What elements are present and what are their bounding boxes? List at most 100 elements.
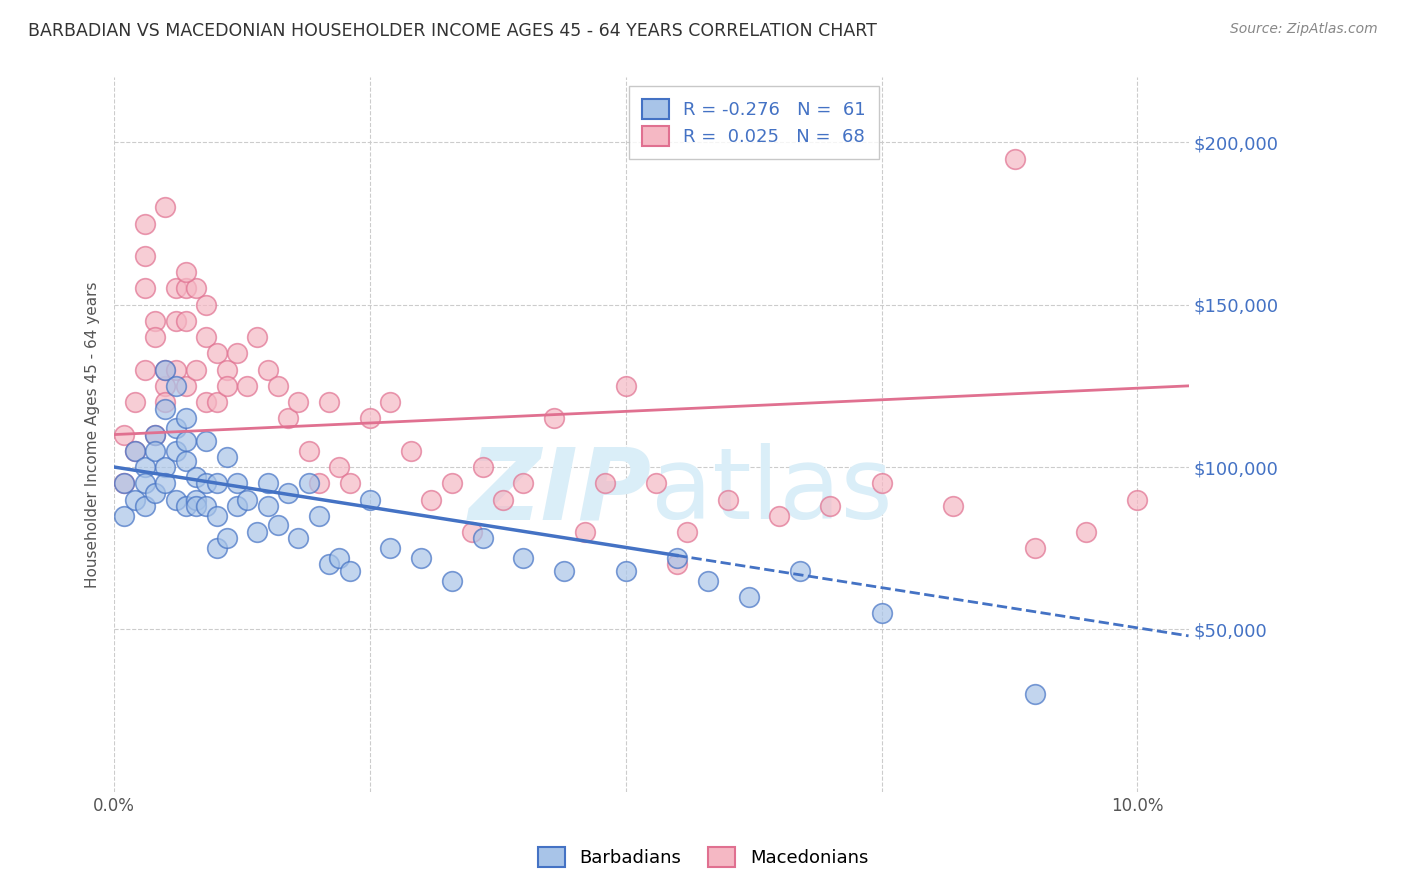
- Point: [165, 421, 187, 435]
- Text: Source: ZipAtlas.com: Source: ZipAtlas.com: [1230, 22, 1378, 37]
- Point: [1024, 687, 1046, 701]
- Point: [512, 476, 534, 491]
- Point: [308, 476, 330, 491]
- Point: [789, 564, 811, 578]
- Text: atlas: atlas: [651, 443, 893, 541]
- Point: [155, 379, 177, 393]
- Point: [195, 499, 218, 513]
- Point: [380, 395, 402, 409]
- Point: [411, 550, 433, 565]
- Point: [195, 298, 218, 312]
- Point: [297, 443, 319, 458]
- Point: [205, 395, 228, 409]
- Point: [246, 524, 269, 539]
- Point: [165, 362, 187, 376]
- Point: [471, 460, 494, 475]
- Point: [318, 558, 340, 572]
- Point: [174, 265, 197, 279]
- Point: [134, 460, 156, 475]
- Point: [143, 330, 166, 344]
- Point: [614, 379, 637, 393]
- Point: [942, 499, 965, 513]
- Point: [359, 411, 381, 425]
- Point: [134, 362, 156, 376]
- Point: [399, 443, 422, 458]
- Point: [768, 508, 790, 523]
- Point: [297, 476, 319, 491]
- Point: [256, 362, 278, 376]
- Point: [155, 362, 177, 376]
- Point: [820, 499, 842, 513]
- Point: [195, 395, 218, 409]
- Point: [143, 314, 166, 328]
- Point: [665, 558, 688, 572]
- Point: [112, 508, 135, 523]
- Point: [595, 476, 617, 491]
- Point: [318, 395, 340, 409]
- Point: [215, 362, 238, 376]
- Point: [124, 395, 146, 409]
- Point: [174, 411, 197, 425]
- Point: [614, 564, 637, 578]
- Text: ZIP: ZIP: [468, 443, 651, 541]
- Point: [184, 362, 207, 376]
- Point: [256, 476, 278, 491]
- Point: [440, 476, 463, 491]
- Point: [205, 476, 228, 491]
- Point: [134, 499, 156, 513]
- Point: [215, 450, 238, 465]
- Point: [380, 541, 402, 556]
- Point: [339, 564, 361, 578]
- Point: [174, 281, 197, 295]
- Legend: R = -0.276   N =  61, R =  0.025   N =  68: R = -0.276 N = 61, R = 0.025 N = 68: [630, 87, 879, 159]
- Point: [143, 443, 166, 458]
- Point: [124, 492, 146, 507]
- Point: [124, 443, 146, 458]
- Point: [112, 476, 135, 491]
- Legend: Barbadians, Macedonians: Barbadians, Macedonians: [530, 839, 876, 874]
- Point: [195, 434, 218, 448]
- Point: [267, 379, 290, 393]
- Point: [174, 379, 197, 393]
- Point: [339, 476, 361, 491]
- Point: [287, 532, 309, 546]
- Point: [328, 460, 350, 475]
- Point: [184, 470, 207, 484]
- Point: [870, 476, 893, 491]
- Point: [174, 453, 197, 467]
- Point: [226, 476, 249, 491]
- Point: [440, 574, 463, 588]
- Point: [645, 476, 668, 491]
- Point: [134, 281, 156, 295]
- Point: [359, 492, 381, 507]
- Point: [165, 443, 187, 458]
- Point: [256, 499, 278, 513]
- Point: [205, 541, 228, 556]
- Point: [155, 476, 177, 491]
- Point: [1076, 524, 1098, 539]
- Point: [112, 427, 135, 442]
- Point: [492, 492, 515, 507]
- Point: [420, 492, 443, 507]
- Point: [174, 499, 197, 513]
- Point: [143, 427, 166, 442]
- Point: [543, 411, 565, 425]
- Point: [184, 281, 207, 295]
- Point: [134, 217, 156, 231]
- Point: [155, 401, 177, 416]
- Point: [174, 314, 197, 328]
- Point: [236, 379, 259, 393]
- Point: [205, 508, 228, 523]
- Point: [184, 492, 207, 507]
- Point: [696, 574, 718, 588]
- Point: [870, 606, 893, 620]
- Point: [737, 590, 759, 604]
- Point: [195, 330, 218, 344]
- Point: [165, 281, 187, 295]
- Point: [226, 499, 249, 513]
- Point: [717, 492, 740, 507]
- Point: [165, 314, 187, 328]
- Point: [112, 476, 135, 491]
- Point: [155, 200, 177, 214]
- Point: [226, 346, 249, 360]
